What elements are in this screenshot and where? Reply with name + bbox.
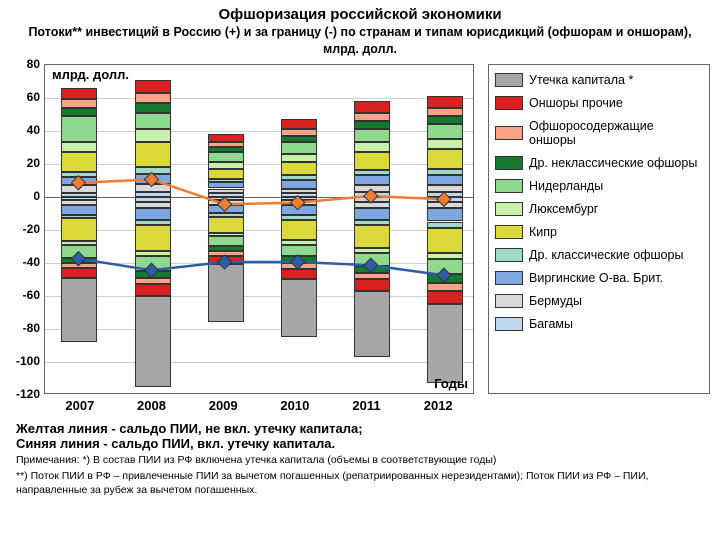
legend-item: Кипр xyxy=(489,221,709,244)
legend-item: Офшоросодержащие оншоры xyxy=(489,115,709,152)
legend-item: Багамы xyxy=(489,313,709,336)
legend-item: Виргинские О-ва. Брит. xyxy=(489,267,709,290)
legend-item: Др. классические офшоры xyxy=(489,244,709,267)
legend-item: Утечка капитала * xyxy=(489,69,709,92)
legend-item: Люксембург xyxy=(489,198,709,221)
legend-item: Нидерланды xyxy=(489,175,709,198)
note-line: Желтая линия - сальдо ПИИ, не вкл. утечк… xyxy=(16,421,704,436)
legend-item: Др. неклассические офшоры xyxy=(489,152,709,175)
plot: млрд. долл. Годы xyxy=(44,64,474,394)
legend-item: Оншоры прочие xyxy=(489,92,709,115)
y-axis-label: млрд. долл. xyxy=(52,67,129,82)
x-axis-ticks: 200720082009201020112012 xyxy=(44,398,474,413)
note-line: Синяя линия - сальдо ПИИ, вкл. утечку ка… xyxy=(16,436,704,451)
note-line: **) Поток ПИИ в РФ – привлеченные ПИИ за… xyxy=(16,470,704,497)
chart-title: Офшоризация российской экономики xyxy=(10,6,710,23)
chart-notes: Желтая линия - сальдо ПИИ, не вкл. утечк… xyxy=(16,421,704,498)
y-axis: 806040200-20-40-60-80-100-120 xyxy=(10,64,44,394)
chart-subtitle: Потоки** инвестиций в Россию (+) и за гр… xyxy=(20,24,700,58)
chart-area: 806040200-20-40-60-80-100-120 млрд. долл… xyxy=(0,64,720,394)
note-line: Примечания: *) В состав ПИИ из РФ включе… xyxy=(16,454,704,468)
legend: Утечка капитала *Оншоры прочиеОфшоросоде… xyxy=(488,64,710,394)
x-axis-label: Годы xyxy=(434,376,468,391)
legend-item: Бермуды xyxy=(489,290,709,313)
